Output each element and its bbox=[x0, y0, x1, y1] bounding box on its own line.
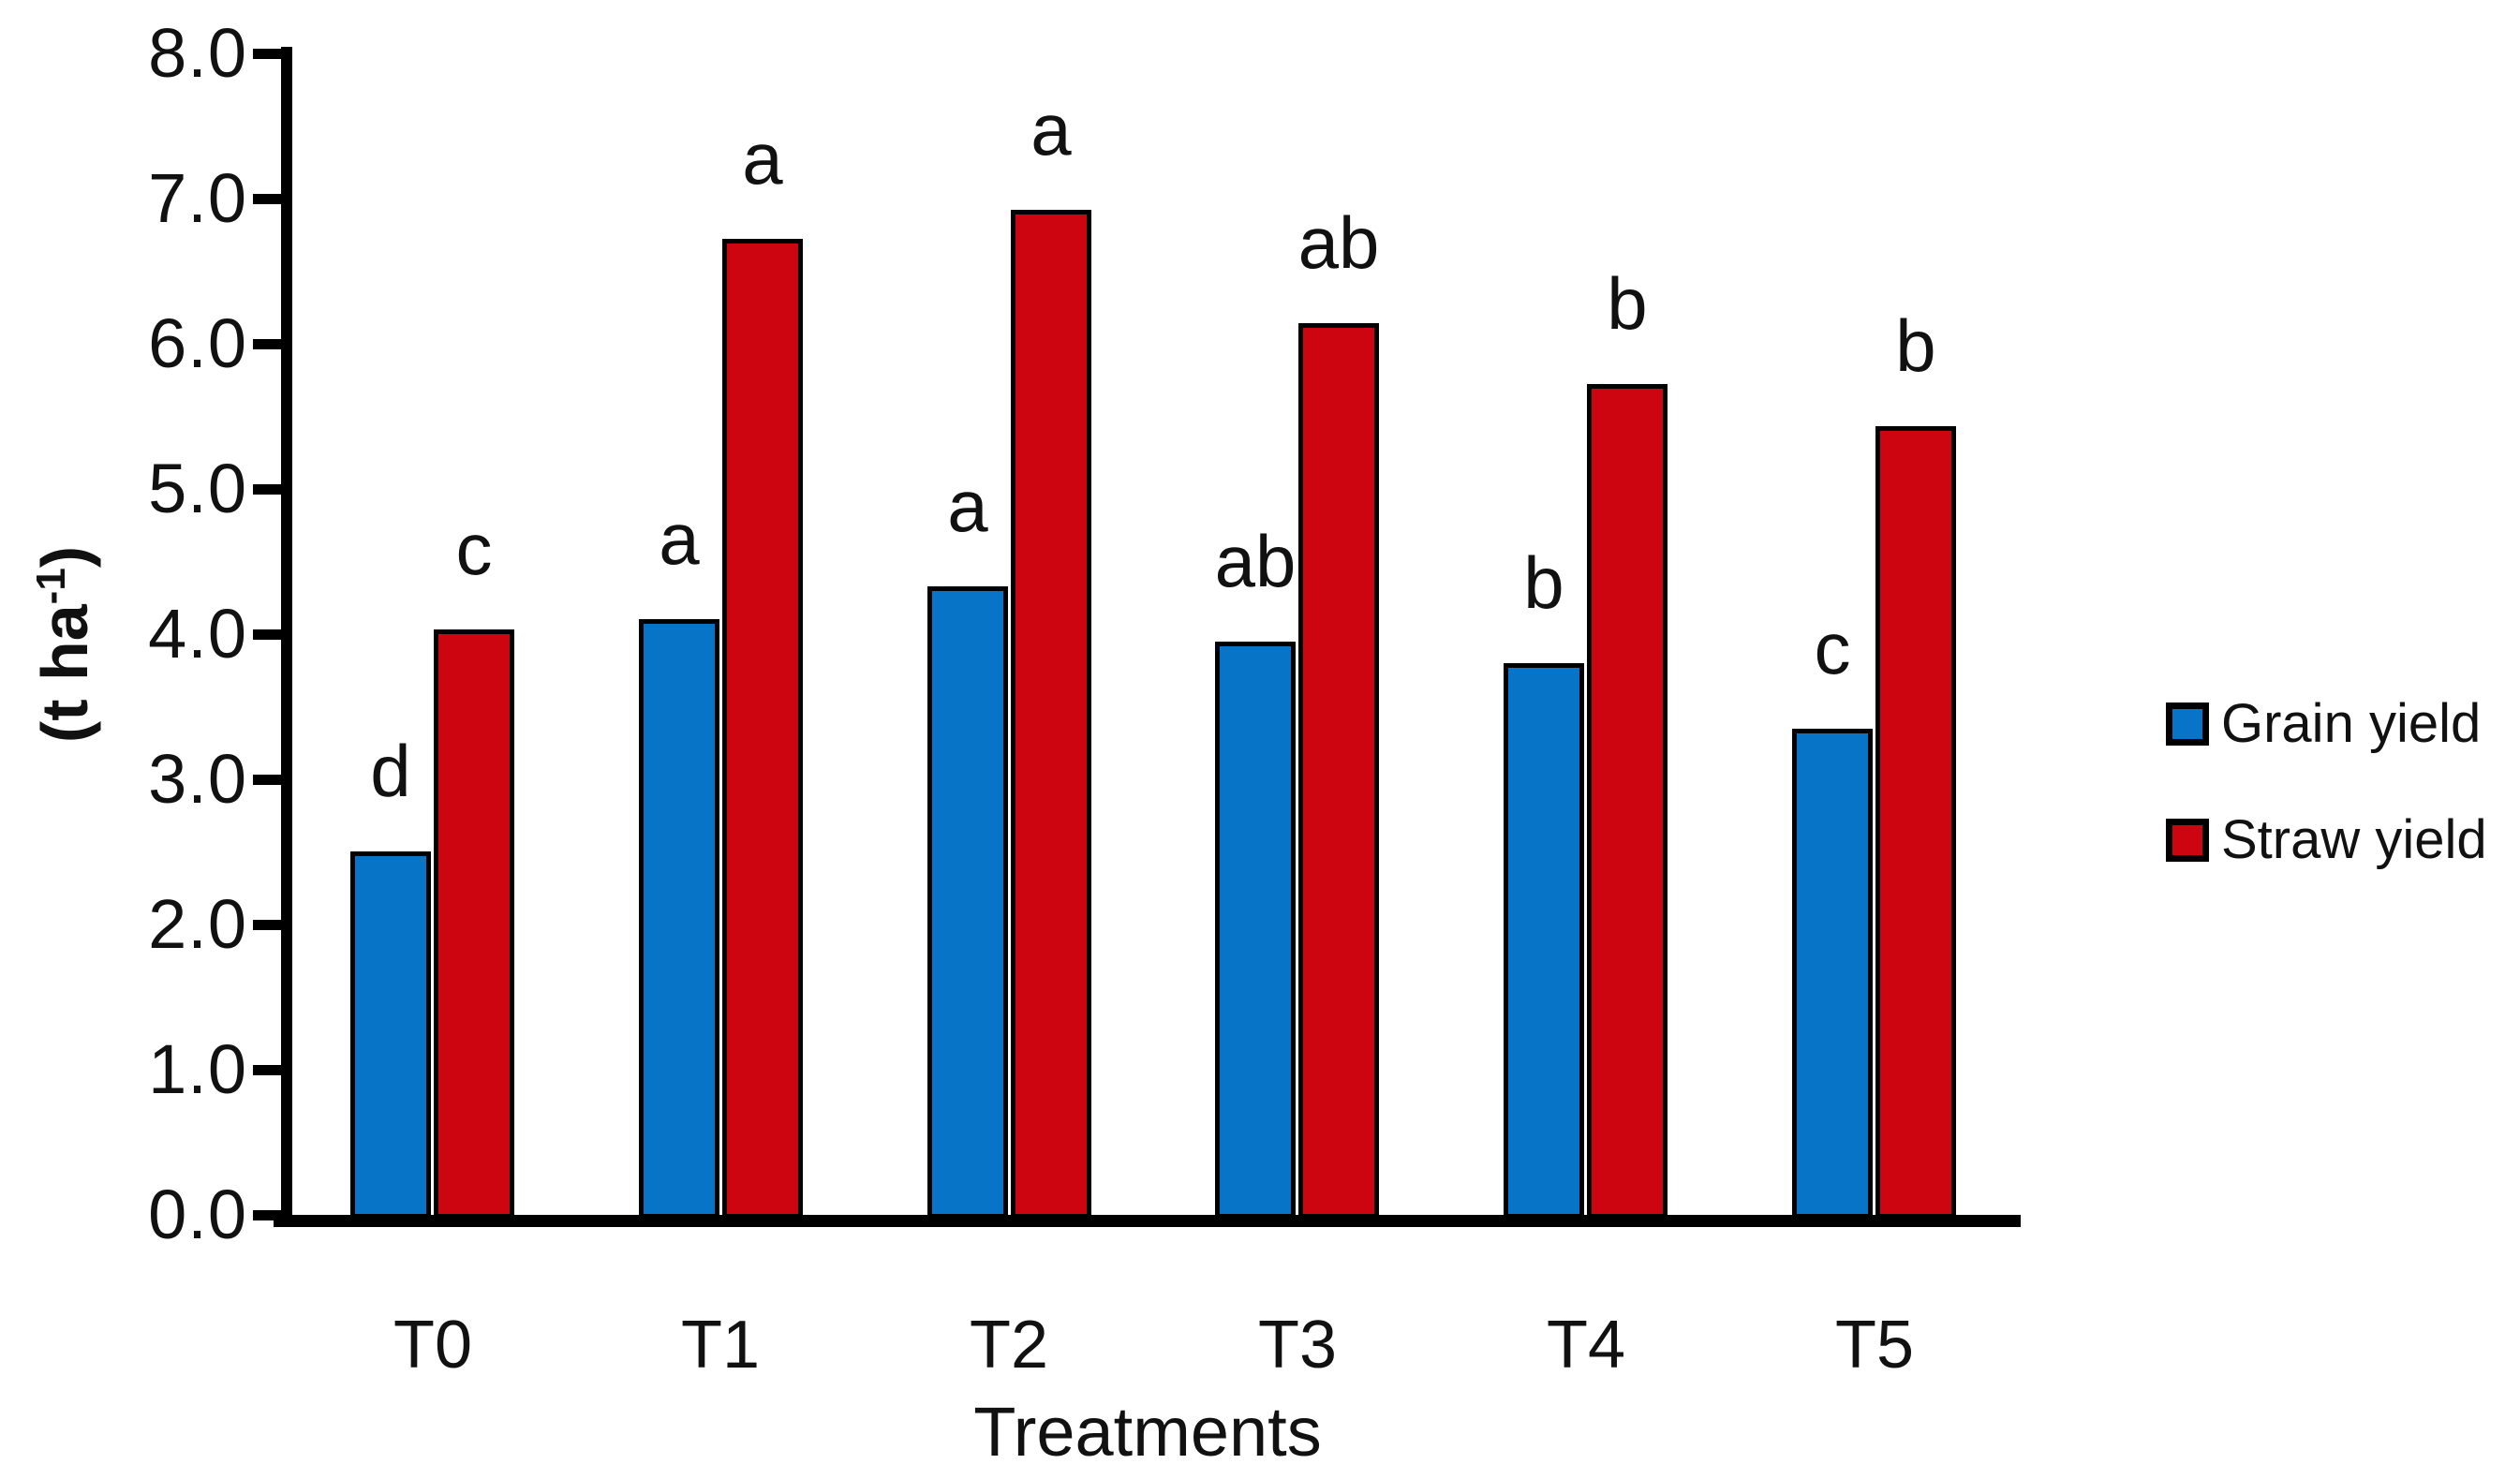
bar-grain-yield-t1 bbox=[639, 619, 719, 1219]
bar-straw-yield-t5 bbox=[1875, 426, 1956, 1219]
y-tick-label-6.0: 6.0 bbox=[148, 304, 247, 382]
sig-letter-straw-yield-t4: b bbox=[1607, 262, 1648, 345]
x-category-label-t1: T1 bbox=[680, 1308, 761, 1383]
y-tick-label-3.0: 3.0 bbox=[148, 740, 247, 818]
y-axis-title-close: ) bbox=[28, 545, 101, 569]
y-tick-mark-7.0 bbox=[253, 194, 285, 204]
y-tick-mark-3.0 bbox=[253, 775, 285, 785]
x-axis-line bbox=[274, 1215, 2021, 1227]
y-tick-mark-8.0 bbox=[253, 49, 285, 59]
x-category-label-t0: T0 bbox=[393, 1308, 473, 1383]
sig-letter-straw-yield-t3: ab bbox=[1297, 201, 1380, 284]
bar-straw-yield-t3 bbox=[1298, 323, 1379, 1219]
y-axis-line bbox=[281, 47, 292, 1227]
bar-straw-yield-t2 bbox=[1011, 210, 1091, 1219]
legend-swatch-grain-yield bbox=[2166, 703, 2209, 746]
sig-letter-straw-yield-t5: b bbox=[1895, 304, 1936, 387]
sig-letter-grain-yield-t5: c bbox=[1814, 607, 1851, 689]
x-category-label-t2: T2 bbox=[969, 1308, 1049, 1383]
y-tick-mark-2.0 bbox=[253, 920, 285, 930]
y-tick-label-8.0: 8.0 bbox=[148, 14, 247, 92]
y-tick-label-5.0: 5.0 bbox=[148, 450, 247, 527]
y-tick-mark-1.0 bbox=[253, 1065, 285, 1075]
sig-letter-grain-yield-t3: ab bbox=[1214, 520, 1297, 602]
sig-letter-straw-yield-t1: a bbox=[742, 117, 783, 200]
sig-letter-grain-yield-t2: a bbox=[947, 465, 988, 547]
y-tick-label-2.0: 2.0 bbox=[148, 885, 247, 963]
y-tick-label-7.0: 7.0 bbox=[148, 159, 247, 237]
bar-grain-yield-t2 bbox=[927, 586, 1008, 1219]
x-category-label-t4: T4 bbox=[1546, 1308, 1626, 1383]
sig-letter-grain-yield-t1: a bbox=[659, 497, 700, 580]
bar-grain-yield-t0 bbox=[350, 851, 431, 1219]
y-tick-label-0.0: 0.0 bbox=[148, 1176, 247, 1253]
legend-label-straw-yield: Straw yield bbox=[2221, 809, 2487, 870]
legend-label-grain-yield: Grain yield bbox=[2221, 693, 2482, 754]
legend-swatch-straw-yield bbox=[2166, 819, 2209, 862]
sig-letter-grain-yield-t0: d bbox=[370, 730, 411, 812]
y-tick-mark-4.0 bbox=[253, 629, 285, 640]
sig-letter-straw-yield-t2: a bbox=[1030, 88, 1072, 170]
y-tick-label-1.0: 1.0 bbox=[148, 1030, 247, 1108]
bar-grain-yield-t3 bbox=[1215, 642, 1296, 1219]
bar-straw-yield-t4 bbox=[1587, 384, 1668, 1219]
bar-grain-yield-t4 bbox=[1504, 663, 1584, 1219]
y-tick-mark-5.0 bbox=[253, 484, 285, 495]
x-category-label-t5: T5 bbox=[1834, 1308, 1915, 1383]
x-category-label-t3: T3 bbox=[1257, 1308, 1338, 1383]
bar-straw-yield-t1 bbox=[722, 239, 803, 1219]
y-tick-label-4.0: 4.0 bbox=[148, 595, 247, 673]
legend-item-grain-yield: Grain yield bbox=[2166, 695, 2481, 753]
sig-letter-straw-yield-t0: c bbox=[455, 508, 493, 590]
bar-grain-yield-t5 bbox=[1792, 729, 1873, 1219]
y-tick-mark-6.0 bbox=[253, 339, 285, 349]
bar-straw-yield-t0 bbox=[434, 629, 514, 1219]
legend-item-straw-yield: Straw yield bbox=[2166, 811, 2487, 869]
x-axis-title: Treatments bbox=[973, 1393, 1322, 1471]
sig-letter-grain-yield-t4: b bbox=[1523, 541, 1564, 624]
y-tick-mark-0.0 bbox=[253, 1210, 285, 1220]
